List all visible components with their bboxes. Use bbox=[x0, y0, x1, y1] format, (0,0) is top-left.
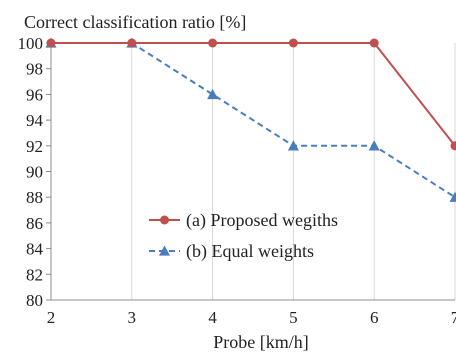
y-tick-label-98: 98 bbox=[26, 60, 43, 79]
y-tick-label-90: 90 bbox=[26, 163, 43, 182]
x-tick-label-6: 6 bbox=[370, 308, 379, 327]
legend-label-equal: (b) Equal weights bbox=[186, 241, 314, 262]
point-equal-6 bbox=[368, 140, 380, 151]
point-proposed-4 bbox=[208, 38, 218, 48]
x-tick-label-3: 3 bbox=[128, 308, 137, 327]
y-tick-label-88: 88 bbox=[26, 188, 43, 207]
point-proposed-7 bbox=[450, 141, 456, 151]
y-tick-label-96: 96 bbox=[26, 85, 43, 104]
y-tick-label-100: 100 bbox=[18, 34, 44, 53]
y-tick-labels: 80 82 84 86 88 90 92 94 96 98 100 bbox=[18, 34, 44, 310]
series-line-equal bbox=[51, 42, 456, 199]
series-line-proposed bbox=[51, 42, 456, 147]
x-tick-label-2: 2 bbox=[47, 308, 56, 327]
legend: (a) Proposed wegiths (b) Equal weights bbox=[149, 210, 338, 262]
y-axis-title: Correct classification ratio [%] bbox=[24, 12, 246, 32]
axes bbox=[46, 42, 455, 301]
x-axis-title: Probe [km/h] bbox=[213, 332, 308, 352]
y-tick-label-80: 80 bbox=[26, 291, 43, 310]
y-tick-label-92: 92 bbox=[26, 137, 43, 156]
legend-label-proposed: (a) Proposed wegiths bbox=[186, 210, 338, 231]
y-tick-label-86: 86 bbox=[26, 214, 43, 233]
point-proposed-6 bbox=[369, 38, 379, 48]
legend-marker-proposed bbox=[160, 215, 169, 225]
x-tick-label-7: 7 bbox=[451, 308, 456, 327]
point-equal-4 bbox=[207, 88, 219, 100]
gridlines bbox=[131, 43, 456, 300]
point-equal-7 bbox=[449, 191, 456, 202]
point-equal-5 bbox=[287, 140, 299, 151]
y-tick-label-84: 84 bbox=[26, 240, 44, 259]
x-tick-labels: 2 3 4 5 6 7 bbox=[47, 308, 456, 327]
legend-marker-equal bbox=[159, 245, 170, 256]
y-tick-label-94: 94 bbox=[26, 111, 44, 130]
x-tick-label-4: 4 bbox=[208, 308, 217, 327]
x-tick-label-5: 5 bbox=[289, 308, 298, 327]
point-proposed-3 bbox=[127, 38, 137, 48]
series-layer bbox=[45, 37, 456, 202]
point-proposed-2 bbox=[46, 38, 56, 48]
y-tick-label-82: 82 bbox=[26, 265, 43, 284]
point-proposed-5 bbox=[288, 38, 298, 48]
